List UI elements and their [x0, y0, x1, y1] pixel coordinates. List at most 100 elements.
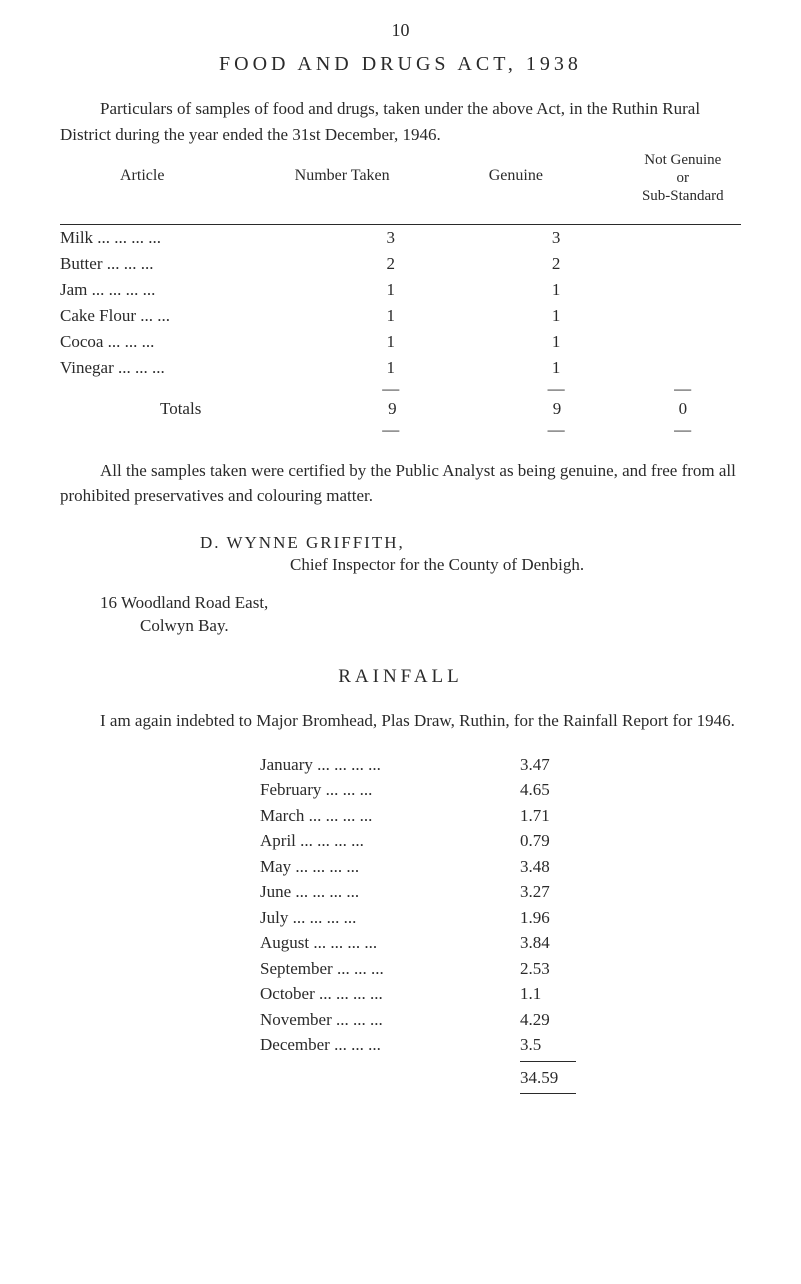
rainfall-value: 4.65 — [520, 777, 580, 803]
cell-number: 1 — [293, 306, 488, 326]
rainfall-month: June ... ... ... ... — [260, 879, 520, 905]
notgenuine-line1: Not Genuine — [625, 151, 741, 169]
cell-notgenuine — [624, 332, 741, 352]
rainfall-body: January ... ... ... ...3.47February ... … — [260, 752, 741, 1058]
table-row: Milk ... ... ... ...33 — [60, 225, 741, 251]
rainfall-total-value: 34.59 — [520, 1065, 580, 1091]
rainfall-heading: RAINFALL — [60, 666, 741, 688]
pre-totals-dashes: — — — — [60, 381, 741, 396]
rainfall-month: October ... ... ... ... — [260, 981, 520, 1007]
totals-notgenuine: 0 — [625, 399, 741, 419]
rainfall-value: 3.47 — [520, 752, 580, 778]
cell-notgenuine — [624, 358, 741, 378]
rainfall-month: February ... ... ... — [260, 777, 520, 803]
document-title: FOOD AND DRUGS ACT, 1938 — [60, 53, 741, 76]
rainfall-month: September ... ... ... — [260, 956, 520, 982]
rainfall-month: December ... ... ... — [260, 1032, 520, 1058]
table-row: Butter ... ... ...22 — [60, 251, 741, 277]
rainfall-divider-top — [520, 1061, 576, 1062]
samples-table: Article Number Taken Genuine Not Genuine… — [60, 167, 741, 438]
cell-article: Butter ... ... ... — [60, 254, 293, 274]
rainfall-value: 1.71 — [520, 803, 580, 829]
rainfall-row: July ... ... ... ...1.96 — [260, 905, 741, 931]
intro-paragraph: Particulars of samples of food and drugs… — [60, 96, 741, 147]
cell-article: Milk ... ... ... ... — [60, 228, 293, 248]
table-body: Milk ... ... ... ...33Butter ... ... ...… — [60, 225, 741, 381]
totals-genuine: 9 — [489, 399, 625, 419]
rainfall-row: August ... ... ... ...3.84 — [260, 930, 741, 956]
address-line1: 16 Woodland Road East, — [100, 591, 741, 615]
cell-genuine: 1 — [488, 306, 624, 326]
page-number: 10 — [60, 20, 741, 41]
rainfall-intro: I am again indebted to Major Bromhead, P… — [60, 708, 741, 734]
rainfall-value: 1.96 — [520, 905, 580, 931]
rainfall-row: February ... ... ...4.65 — [260, 777, 741, 803]
post-totals-dashes: — — — — [60, 422, 741, 437]
rainfall-value: 4.29 — [520, 1007, 580, 1033]
rainfall-value: 3.48 — [520, 854, 580, 880]
cell-notgenuine — [624, 306, 741, 326]
table-row: Cocoa ... ... ...11 — [60, 329, 741, 355]
cell-number: 3 — [293, 228, 488, 248]
table-header-row: Article Number Taken Genuine Not Genuine… — [60, 167, 741, 225]
rainfall-value: 0.79 — [520, 828, 580, 854]
header-number: Number Taken — [295, 167, 489, 221]
table-row: Vinegar ... ... ...11 — [60, 355, 741, 381]
signature-block: D. WYNNE GRIFFITH, Chief Inspector for t… — [200, 533, 741, 575]
rainfall-divider-bottom — [520, 1093, 576, 1094]
header-article: Article — [60, 167, 295, 221]
cell-article: Cake Flour ... ... — [60, 306, 293, 326]
rainfall-value: 3.27 — [520, 879, 580, 905]
cell-number: 1 — [293, 280, 488, 300]
table-row: Jam ... ... ... ...11 — [60, 277, 741, 303]
rainfall-row: April ... ... ... ...0.79 — [260, 828, 741, 854]
signature-name: D. WYNNE GRIFFITH, — [200, 533, 741, 553]
rainfall-month: November ... ... ... — [260, 1007, 520, 1033]
rainfall-row: June ... ... ... ...3.27 — [260, 879, 741, 905]
cell-number: 1 — [293, 332, 488, 352]
rainfall-month: March ... ... ... ... — [260, 803, 520, 829]
cell-notgenuine — [624, 280, 741, 300]
rainfall-total-row: 34.59 — [260, 1065, 741, 1091]
rainfall-table: January ... ... ... ...3.47February ... … — [260, 752, 741, 1095]
notgenuine-line2: or — [625, 169, 741, 187]
rainfall-month: August ... ... ... ... — [260, 930, 520, 956]
totals-row: Totals 9 9 0 — [60, 396, 741, 422]
rainfall-row: January ... ... ... ...3.47 — [260, 752, 741, 778]
cell-number: 2 — [293, 254, 488, 274]
cell-article: Vinegar ... ... ... — [60, 358, 293, 378]
rainfall-value: 3.5 — [520, 1032, 580, 1058]
cell-genuine: 1 — [488, 358, 624, 378]
rainfall-month: July ... ... ... ... — [260, 905, 520, 931]
address-block: 16 Woodland Road East, Colwyn Bay. — [100, 591, 741, 639]
rainfall-value: 3.84 — [520, 930, 580, 956]
rainfall-month: April ... ... ... ... — [260, 828, 520, 854]
rainfall-month: January ... ... ... ... — [260, 752, 520, 778]
header-notgenuine: Not Genuine or Sub-Standard — [625, 151, 741, 205]
rainfall-value: 2.53 — [520, 956, 580, 982]
cell-notgenuine — [624, 254, 741, 274]
header-genuine: Genuine — [489, 167, 625, 221]
totals-label: Totals — [60, 399, 296, 419]
rainfall-row: September ... ... ...2.53 — [260, 956, 741, 982]
rainfall-value: 1.1 — [520, 981, 580, 1007]
rainfall-row: November ... ... ...4.29 — [260, 1007, 741, 1033]
cell-notgenuine — [624, 228, 741, 248]
cell-genuine: 1 — [488, 332, 624, 352]
rainfall-month: May ... ... ... ... — [260, 854, 520, 880]
signature-title: Chief Inspector for the County of Denbig… — [290, 555, 741, 575]
address-line2: Colwyn Bay. — [140, 614, 741, 638]
notgenuine-line3: Sub-Standard — [625, 187, 741, 205]
rainfall-row: March ... ... ... ...1.71 — [260, 803, 741, 829]
cell-genuine: 2 — [488, 254, 624, 274]
cell-number: 1 — [293, 358, 488, 378]
cell-genuine: 1 — [488, 280, 624, 300]
table-row: Cake Flour ... ...11 — [60, 303, 741, 329]
totals-number: 9 — [296, 399, 490, 419]
rainfall-row: October ... ... ... ...1.1 — [260, 981, 741, 1007]
cell-genuine: 3 — [488, 228, 624, 248]
cell-article: Jam ... ... ... ... — [60, 280, 293, 300]
analyst-paragraph: All the samples taken were certified by … — [60, 458, 741, 509]
rainfall-row: May ... ... ... ...3.48 — [260, 854, 741, 880]
rainfall-row: December ... ... ...3.5 — [260, 1032, 741, 1058]
